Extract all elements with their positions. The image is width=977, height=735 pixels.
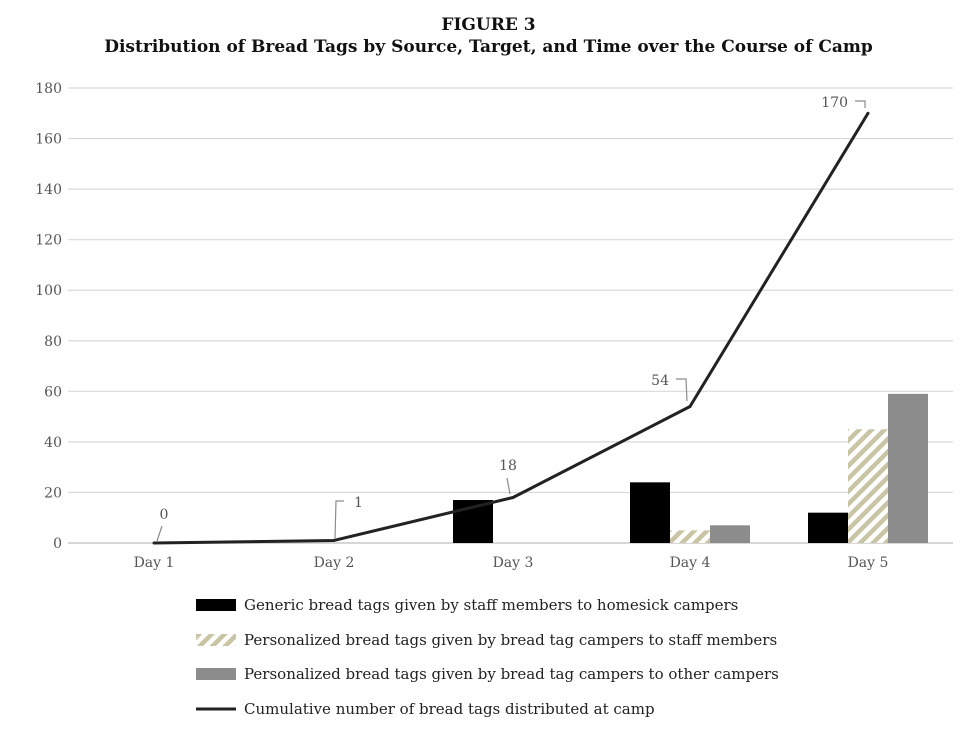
bar-series3-day-5 bbox=[888, 393, 928, 543]
cumulative-point-2 bbox=[332, 538, 336, 542]
cumulative-line bbox=[153, 112, 870, 545]
y-tick-label-0: 0 bbox=[53, 536, 62, 552]
cumulative-point-5 bbox=[866, 111, 870, 115]
bar-series1-day-4 bbox=[630, 482, 670, 543]
legend-swatch-personalized-campers bbox=[196, 668, 236, 681]
legend-swatch-generic bbox=[196, 599, 236, 612]
legend-item-personalized-campers: Personalized bread tags given by bread t… bbox=[196, 657, 779, 692]
y-tick-label-60: 60 bbox=[44, 384, 62, 400]
data-label-leader-3 bbox=[506, 477, 511, 495]
bar-series1-day-5 bbox=[808, 512, 848, 543]
data-label-3: 18 bbox=[499, 458, 517, 474]
y-tick-label-160: 160 bbox=[35, 132, 62, 148]
legend-swatch-cumulative bbox=[196, 707, 236, 711]
legend: Generic bread tags given by staff member… bbox=[196, 588, 779, 726]
bar-series3-day-4 bbox=[710, 525, 750, 543]
data-label-5: 170 bbox=[821, 95, 848, 111]
x-tick-label-day-5: Day 5 bbox=[848, 555, 889, 571]
figure-label: FIGURE 3 bbox=[441, 15, 536, 35]
chart-title-block: FIGURE 3 Distribution of Bread Tags by S… bbox=[0, 14, 977, 58]
x-tick-label-day-3: Day 3 bbox=[493, 555, 534, 571]
data-label-2: 1 bbox=[354, 495, 363, 511]
bar-series2-day-4 bbox=[670, 530, 710, 543]
y-tick-label-140: 140 bbox=[35, 182, 62, 198]
y-tick-label-100: 100 bbox=[35, 283, 62, 299]
y-tick-label-40: 40 bbox=[44, 435, 62, 451]
legend-label-cumulative: Cumulative number of bread tags distribu… bbox=[244, 699, 655, 718]
legend-item-generic: Generic bread tags given by staff member… bbox=[196, 588, 779, 623]
legend-item-cumulative: Cumulative number of bread tags distribu… bbox=[196, 692, 779, 727]
cumulative-point-1 bbox=[152, 541, 156, 545]
bar-series2-day-5 bbox=[848, 429, 888, 543]
legend-label-personalized-staff: Personalized bread tags given by bread t… bbox=[244, 630, 778, 649]
data-label-leader-4 bbox=[676, 378, 688, 402]
data-label-leader-2 bbox=[334, 500, 344, 540]
x-tick-label-day-4: Day 4 bbox=[670, 555, 711, 571]
legend-swatch-personalized-staff bbox=[196, 633, 236, 646]
chart-title: Distribution of Bread Tags by Source, Ta… bbox=[104, 37, 873, 57]
y-tick-label-80: 80 bbox=[44, 334, 62, 350]
data-label-4: 54 bbox=[651, 373, 669, 389]
legend-label-personalized-campers: Personalized bread tags given by bread t… bbox=[244, 665, 779, 684]
y-tick-label-180: 180 bbox=[35, 81, 62, 97]
data-label-leader-1 bbox=[156, 525, 163, 542]
y-tick-label-20: 20 bbox=[44, 485, 62, 501]
legend-label-generic: Generic bread tags given by staff member… bbox=[244, 596, 739, 615]
cumulative-point-4 bbox=[688, 405, 692, 408]
x-tick-label-day-2: Day 2 bbox=[314, 555, 355, 571]
data-label-1: 0 bbox=[160, 507, 169, 523]
cumulative-point-3 bbox=[511, 496, 515, 499]
bar-line-chart: 0 1 18 54 170 0 20 40 60 80 100 120 140 160 180 Day 1 D… bbox=[35, 81, 953, 571]
data-label-leader-5 bbox=[855, 100, 866, 108]
x-tick-label-day-1: Day 1 bbox=[134, 555, 175, 571]
legend-item-personalized-staff: Personalized bread tags given by bread t… bbox=[196, 623, 779, 658]
y-tick-label-120: 120 bbox=[35, 233, 62, 249]
